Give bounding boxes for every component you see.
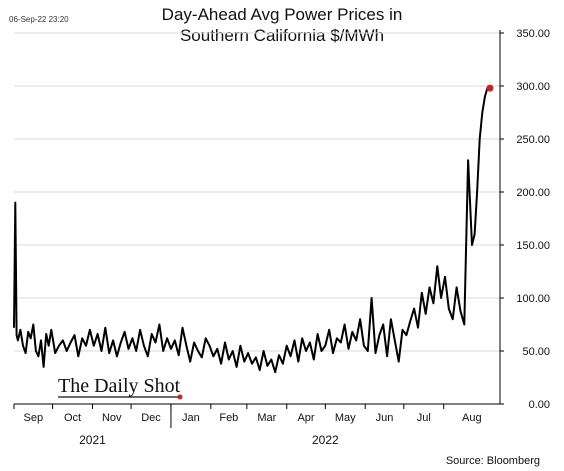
daily-shot-logo: The Daily Shot: [58, 375, 183, 400]
x-tick-label: Jun: [376, 412, 394, 424]
y-axis-ticks: 0.00 50.00 100.00 150.00 200.00 250.00 300.00 3…: [500, 28, 550, 411]
watermark-text: The Daily Shot: [58, 375, 181, 397]
year-labels: 2021 2022: [79, 433, 339, 447]
chart-title-line-2: Southern California $/MWh: [180, 26, 384, 45]
x-tick-label: Apr: [297, 412, 314, 424]
gridlines: [14, 32, 500, 352]
x-tick-label: Mar: [257, 412, 276, 424]
series-line: [13, 87, 490, 374]
y-tick-label: 0.00: [529, 399, 550, 411]
x-tick-label: Aug: [462, 412, 482, 424]
y-tick-label: 50.00: [522, 346, 550, 358]
x-tick-label: Oct: [64, 412, 81, 424]
y-tick-label: 150.00: [516, 240, 550, 252]
year-label: 2021: [79, 433, 106, 447]
timestamp: 06-Sep-22 23:20: [9, 15, 69, 24]
year-label: 2022: [312, 433, 339, 447]
x-tick-label: Feb: [219, 412, 238, 424]
source-note: Source: Bloomberg: [446, 455, 540, 467]
watermark-dot: [177, 394, 183, 400]
y-tick-label: 300.00: [516, 81, 550, 93]
x-tick-label: Dec: [141, 412, 161, 424]
x-tick-label: May: [335, 412, 356, 424]
x-axis-ticks: Sep Oct Nov Dec Jan Feb Mar Apr May Jun Jul Aug: [13, 404, 482, 428]
y-tick-label: 350.00: [516, 28, 550, 40]
x-tick-label: Jul: [417, 412, 431, 424]
chart-title-line-1: Day-Ahead Avg Power Prices in: [162, 5, 403, 24]
last-point-marker: [486, 84, 494, 92]
x-tick-label: Jan: [182, 412, 200, 424]
x-tick-label: Sep: [24, 412, 44, 424]
y-tick-label: 100.00: [516, 293, 550, 305]
y-tick-label: 200.00: [516, 187, 550, 199]
y-tick-label: 250.00: [516, 134, 550, 146]
x-tick-label: Nov: [102, 412, 122, 424]
